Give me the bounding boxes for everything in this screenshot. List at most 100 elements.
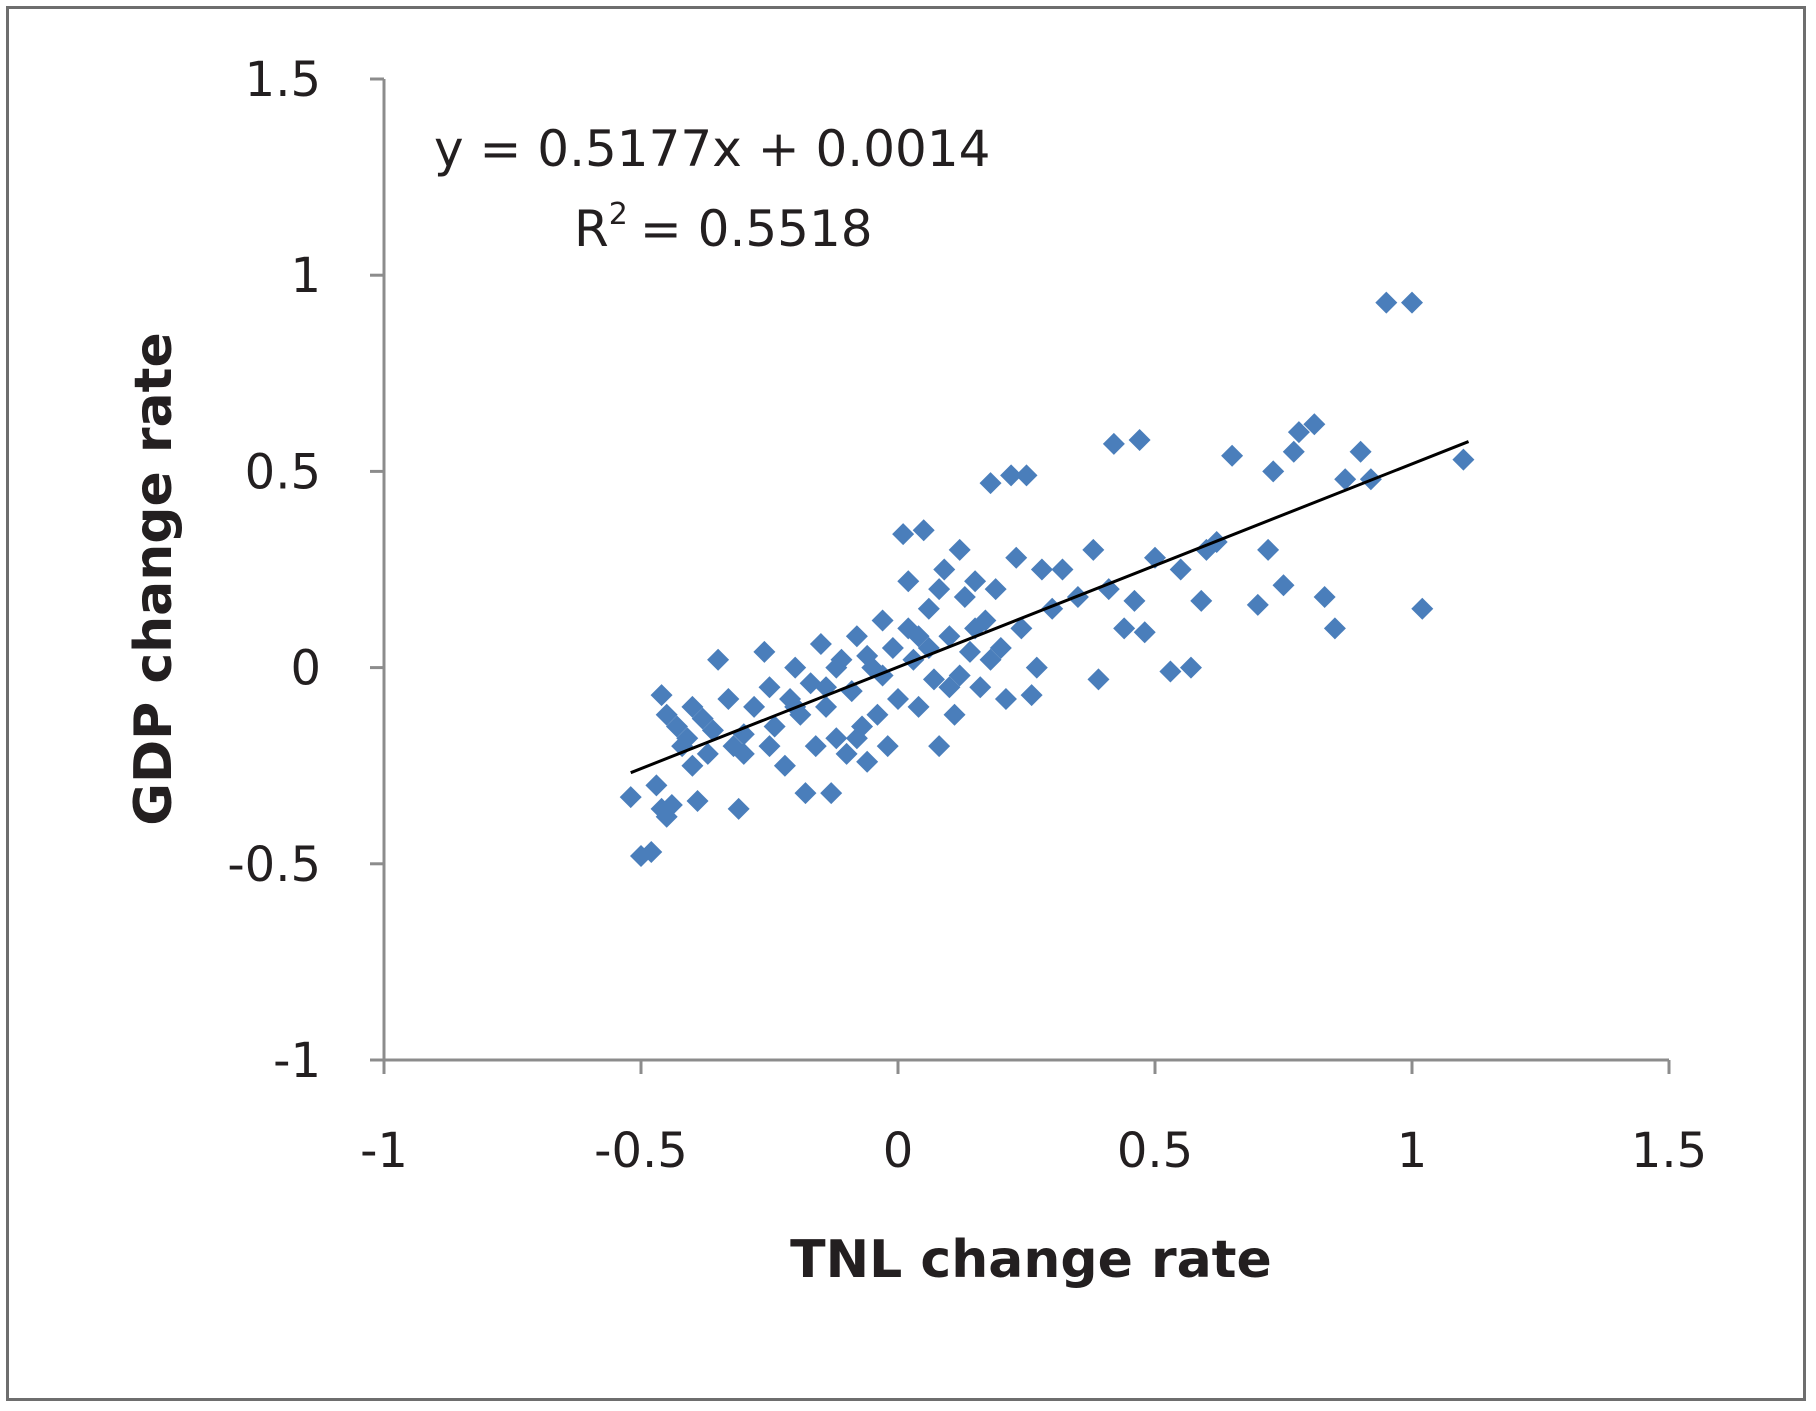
data-point	[681, 695, 704, 718]
data-point	[994, 687, 1017, 710]
y-axis-title: GDP change rate	[124, 332, 184, 825]
data-point	[784, 656, 807, 679]
data-point	[1411, 597, 1434, 620]
data-point	[1169, 558, 1192, 581]
y-tick-label: -0.5	[227, 837, 321, 893]
data-point	[845, 727, 868, 750]
data-point	[871, 609, 894, 632]
data-point	[809, 633, 832, 656]
data-point	[1102, 432, 1125, 455]
r-squared-label: R2 = 0.5518	[574, 197, 873, 258]
data-point	[1015, 464, 1038, 487]
data-point	[758, 735, 781, 758]
data-point	[1097, 578, 1120, 601]
data-point	[660, 793, 683, 816]
data-point	[794, 782, 817, 805]
x-tick-label: 1	[1397, 1123, 1428, 1179]
data-point	[691, 707, 714, 730]
data-point	[948, 664, 971, 687]
data-point	[820, 782, 843, 805]
data-point	[1190, 589, 1213, 612]
data-point	[1452, 448, 1475, 471]
data-point	[922, 668, 945, 691]
data-point	[825, 727, 848, 750]
data-point	[619, 786, 642, 809]
y-tick-label: 0	[290, 641, 321, 697]
data-point	[876, 735, 899, 758]
data-point	[645, 774, 668, 797]
data-point	[948, 538, 971, 561]
data-point	[1179, 656, 1202, 679]
data-point	[1005, 546, 1028, 569]
data-point	[979, 472, 1002, 495]
scatter-chart: 1.5 1 0.5 0 -0.5 -1 -1 -0.5 0 0.5 1 1.5 y = 0.5177…	[124, 52, 1707, 1290]
data-point	[881, 636, 904, 659]
x-tick-label: 0	[883, 1123, 914, 1179]
data-point	[1334, 468, 1357, 491]
data-point	[866, 703, 889, 726]
data-point	[825, 656, 848, 679]
data-point	[743, 695, 766, 718]
data-point	[1246, 593, 1269, 616]
data-point	[1303, 413, 1326, 436]
data-point	[650, 684, 673, 707]
data-point	[958, 640, 981, 663]
y-tick-label: 1	[290, 248, 321, 304]
data-point	[845, 625, 868, 648]
data-point	[1375, 291, 1398, 314]
data-point	[1000, 464, 1023, 487]
data-point	[1128, 429, 1151, 452]
data-point	[696, 742, 719, 765]
data-point	[938, 625, 961, 648]
data-point	[1020, 684, 1043, 707]
data-point	[984, 578, 1007, 601]
data-point	[763, 715, 786, 738]
x-tick-label: -0.5	[594, 1123, 688, 1179]
data-point	[717, 687, 740, 710]
data-point	[835, 742, 858, 765]
data-point	[1257, 538, 1280, 561]
data-point	[681, 754, 704, 777]
data-point	[964, 570, 987, 593]
data-point	[758, 676, 781, 699]
data-point	[1159, 660, 1182, 683]
x-tick-label: 0.5	[1117, 1123, 1193, 1179]
data-point	[1113, 617, 1136, 640]
data-point	[1401, 291, 1423, 314]
data-point	[856, 750, 879, 773]
data-point	[1282, 440, 1305, 463]
y-tick-label: -1	[273, 1033, 321, 1089]
data-point	[907, 625, 930, 648]
y-tick-label: 1.5	[245, 52, 321, 108]
data-point	[979, 648, 1002, 671]
data-point	[773, 754, 796, 777]
data-point	[640, 841, 663, 864]
data-point	[928, 735, 951, 758]
data-point	[928, 578, 951, 601]
data-point	[1082, 538, 1105, 561]
data-point	[1313, 585, 1336, 608]
data-point	[953, 585, 976, 608]
data-point	[655, 703, 678, 726]
data-point	[840, 680, 863, 703]
data-point	[701, 719, 724, 742]
data-point	[892, 523, 915, 546]
r-squared-exponent: 2	[609, 197, 628, 232]
data-point	[1025, 656, 1048, 679]
r-squared-r: R	[574, 200, 609, 258]
data-point	[943, 703, 966, 726]
data-point	[912, 519, 935, 542]
data-point	[1272, 574, 1295, 597]
r-squared-value: = 0.5518	[640, 200, 873, 258]
data-points	[619, 291, 1475, 867]
y-tick-label: 0.5	[245, 444, 321, 500]
x-axis-title: TNL change rate	[790, 1230, 1272, 1290]
data-point	[707, 648, 730, 671]
data-point	[1010, 617, 1033, 640]
trendline-equation: y = 0.5177x + 0.0014	[434, 120, 990, 178]
data-point	[1262, 460, 1285, 483]
data-point	[804, 735, 827, 758]
data-point	[938, 676, 961, 699]
chart-frame: 1.5 1 0.5 0 -0.5 -1 -1 -0.5 0 0.5 1 1.5 y = 0.5177…	[6, 6, 1806, 1401]
data-point	[897, 570, 920, 593]
